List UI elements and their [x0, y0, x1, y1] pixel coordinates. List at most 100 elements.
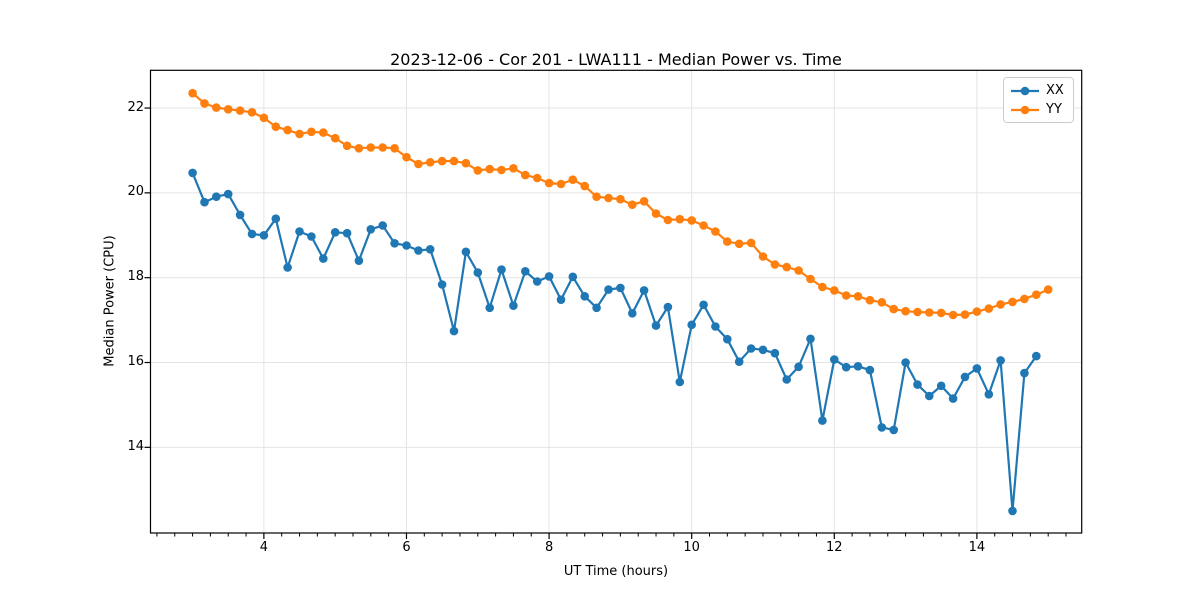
- series-xx-marker: [521, 267, 530, 276]
- series-xx-marker: [711, 322, 720, 331]
- x-tick-label: 8: [544, 540, 554, 555]
- series-xx-marker: [402, 241, 411, 250]
- series-yy-marker: [770, 260, 780, 269]
- x-tick-label: 4: [259, 540, 269, 555]
- series-yy-marker: [580, 181, 589, 191]
- series-yy-marker: [984, 304, 994, 313]
- series-xx-marker: [925, 391, 934, 401]
- series-yy-marker: [675, 214, 685, 224]
- series-yy-marker: [960, 310, 970, 319]
- y-axis-title: Median Power (CPU): [102, 235, 118, 367]
- series-xx-marker: [485, 303, 495, 313]
- series-yy-marker: [307, 127, 316, 137]
- series-xx-marker: [497, 265, 506, 274]
- series-yy-marker: [1020, 294, 1029, 304]
- series-yy-marker: [889, 304, 898, 314]
- series-yy-marker: [200, 99, 209, 108]
- series-yy-marker: [449, 156, 459, 166]
- series-xx-line: [191, 172, 1038, 512]
- x-tick-label: 10: [683, 540, 700, 555]
- series-xx-marker: [782, 375, 791, 384]
- series-xx-marker: [378, 221, 388, 230]
- legend-label-yy: YY: [1046, 101, 1062, 117]
- axes-spines: [149, 69, 1083, 534]
- series-xx-marker: [687, 320, 696, 330]
- x-tick-label: 12: [826, 540, 843, 555]
- series-xx-marker: [806, 334, 815, 344]
- series-xx-marker: [984, 390, 994, 399]
- series-xx-marker: [307, 232, 316, 241]
- series-yy-marker: [1032, 290, 1041, 300]
- series-xx-marker: [271, 214, 281, 223]
- series-yy-marker: [283, 125, 292, 135]
- x-tick-label: 6: [402, 540, 411, 555]
- series-yy-marker: [437, 156, 447, 166]
- series-yy-marker: [259, 113, 269, 123]
- series-xx-marker: [734, 357, 744, 367]
- series-xx-marker: [247, 229, 257, 239]
- series-yy-marker: [699, 221, 708, 230]
- series-yy-marker: [604, 193, 613, 203]
- series-xx-marker: [616, 283, 625, 293]
- series-yy-marker: [806, 274, 815, 284]
- series-yy-marker: [342, 141, 352, 151]
- series-yy-marker: [913, 307, 922, 317]
- series-xx-marker: [212, 192, 221, 201]
- series-yy-marker: [295, 129, 304, 139]
- series-yy-marker: [1043, 285, 1053, 294]
- series-xx-marker: [200, 197, 209, 207]
- series-yy-marker: [996, 300, 1005, 309]
- y-tick-label: 20: [127, 184, 144, 200]
- legend-line-marker-icon: [1011, 86, 1039, 95]
- series-xx-marker: [639, 286, 649, 295]
- series-xx-marker: [473, 268, 483, 277]
- series-yy-marker: [616, 194, 625, 204]
- series-xx-marker: [960, 372, 970, 382]
- series-xx-marker: [699, 300, 708, 310]
- chart-title: 2023-12-06 - Cor 201 - LWA111 - Median P…: [390, 50, 842, 69]
- series-xx-marker: [437, 280, 447, 289]
- legend-line-marker-icon: [1011, 105, 1039, 114]
- series-yy-marker: [734, 239, 744, 249]
- series-xx-marker: [936, 381, 946, 391]
- series-yy-marker: [936, 308, 946, 318]
- series-yy-marker: [687, 216, 696, 225]
- series-xx-marker: [544, 272, 554, 281]
- series-yy-marker: [818, 282, 827, 292]
- series-yy-marker: [663, 215, 673, 225]
- series-yy-line: [191, 92, 1049, 317]
- series-yy-marker: [972, 307, 982, 316]
- series-xx-marker: [283, 263, 292, 272]
- series-yy-marker: [485, 164, 495, 174]
- series-yy-marker: [639, 197, 649, 206]
- series-xx-marker: [865, 365, 875, 375]
- series-yy-marker: [247, 108, 257, 117]
- series-xx-marker: [758, 345, 768, 355]
- series-xx-marker: [449, 326, 459, 336]
- series-yy-marker: [461, 158, 471, 168]
- series-xx-marker: [532, 277, 542, 286]
- series-yy-marker: [723, 237, 732, 246]
- series-yy-marker: [853, 292, 863, 301]
- series-yy-marker: [948, 310, 958, 320]
- series-xx-marker: [592, 303, 601, 313]
- x-tick-label: 14: [968, 540, 986, 555]
- y-tick-label: 18: [127, 269, 144, 285]
- series-yy-marker: [925, 308, 934, 317]
- series-xx-marker: [675, 377, 685, 387]
- series-yy-marker: [865, 295, 875, 305]
- series-yy-marker: [271, 122, 281, 131]
- legend: XX YY: [1003, 77, 1074, 123]
- series-yy-marker: [830, 286, 839, 295]
- series-xx-marker: [889, 425, 898, 435]
- series-yy-marker: [330, 133, 340, 143]
- series-xx-marker: [509, 301, 518, 311]
- series-yy-marker: [746, 238, 756, 248]
- series-xx-marker: [354, 256, 364, 266]
- series-yy-marker: [758, 252, 768, 261]
- series-yy-marker: [414, 159, 423, 169]
- series-xx-marker: [604, 285, 613, 294]
- series-xx-marker: [461, 247, 471, 257]
- series-yy-marker: [1008, 297, 1017, 307]
